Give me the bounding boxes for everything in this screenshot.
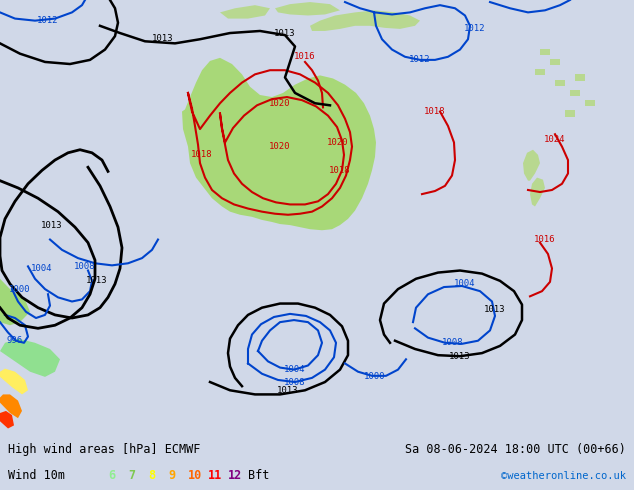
Text: High wind areas [hPa] ECMWF: High wind areas [hPa] ECMWF xyxy=(8,443,200,456)
Text: 1013: 1013 xyxy=(484,305,506,314)
Text: 1004: 1004 xyxy=(284,365,306,374)
Polygon shape xyxy=(570,90,580,96)
Text: 7: 7 xyxy=(128,469,135,483)
Text: 996: 996 xyxy=(7,336,23,345)
Polygon shape xyxy=(182,58,376,230)
Polygon shape xyxy=(575,74,585,80)
Polygon shape xyxy=(220,5,270,19)
Text: 8: 8 xyxy=(148,469,155,483)
Text: 12: 12 xyxy=(228,469,242,483)
Polygon shape xyxy=(0,394,22,418)
Polygon shape xyxy=(555,79,565,86)
Text: 10: 10 xyxy=(188,469,202,483)
Polygon shape xyxy=(0,368,28,394)
Text: 1000: 1000 xyxy=(365,372,385,381)
Polygon shape xyxy=(275,2,340,16)
Text: 1013: 1013 xyxy=(275,28,295,38)
Polygon shape xyxy=(565,110,575,117)
Text: 1016: 1016 xyxy=(294,52,316,61)
Text: 1013: 1013 xyxy=(86,276,108,285)
Text: 1008: 1008 xyxy=(284,377,306,387)
Text: Sa 08-06-2024 18:00 UTC (00+66): Sa 08-06-2024 18:00 UTC (00+66) xyxy=(405,443,626,456)
Text: 1018: 1018 xyxy=(329,166,351,175)
Text: 1012: 1012 xyxy=(464,24,486,33)
Text: 1013: 1013 xyxy=(450,352,471,361)
Text: 9: 9 xyxy=(168,469,175,483)
Text: 11: 11 xyxy=(208,469,223,483)
Text: 1004: 1004 xyxy=(31,264,53,273)
Text: 1008: 1008 xyxy=(74,262,96,271)
Text: 1020: 1020 xyxy=(327,138,349,147)
Polygon shape xyxy=(585,100,595,106)
Text: 1020: 1020 xyxy=(269,99,291,108)
Text: Bft: Bft xyxy=(248,469,269,483)
Polygon shape xyxy=(523,150,540,181)
Polygon shape xyxy=(535,69,545,75)
Polygon shape xyxy=(530,177,545,206)
Text: 1012: 1012 xyxy=(410,55,430,64)
Polygon shape xyxy=(540,49,550,55)
Text: Wind 10m: Wind 10m xyxy=(8,469,65,483)
Text: 6: 6 xyxy=(108,469,115,483)
Text: 1018: 1018 xyxy=(191,150,213,159)
Text: 1018: 1018 xyxy=(424,107,446,116)
Text: 1024: 1024 xyxy=(544,135,566,144)
Text: 1008: 1008 xyxy=(443,338,463,347)
Polygon shape xyxy=(310,10,420,31)
Polygon shape xyxy=(0,411,14,428)
Polygon shape xyxy=(0,279,30,325)
Text: 1020: 1020 xyxy=(269,142,291,151)
Text: 1013: 1013 xyxy=(277,386,299,395)
Text: 1012: 1012 xyxy=(37,16,59,25)
Text: 1013: 1013 xyxy=(152,34,174,43)
Text: 1013: 1013 xyxy=(41,220,63,230)
Text: ©weatheronline.co.uk: ©weatheronline.co.uk xyxy=(501,471,626,481)
Text: 1004: 1004 xyxy=(454,279,476,289)
Text: 1016: 1016 xyxy=(534,235,556,244)
Text: 1000: 1000 xyxy=(10,285,31,294)
Polygon shape xyxy=(550,59,560,65)
Polygon shape xyxy=(0,339,60,377)
